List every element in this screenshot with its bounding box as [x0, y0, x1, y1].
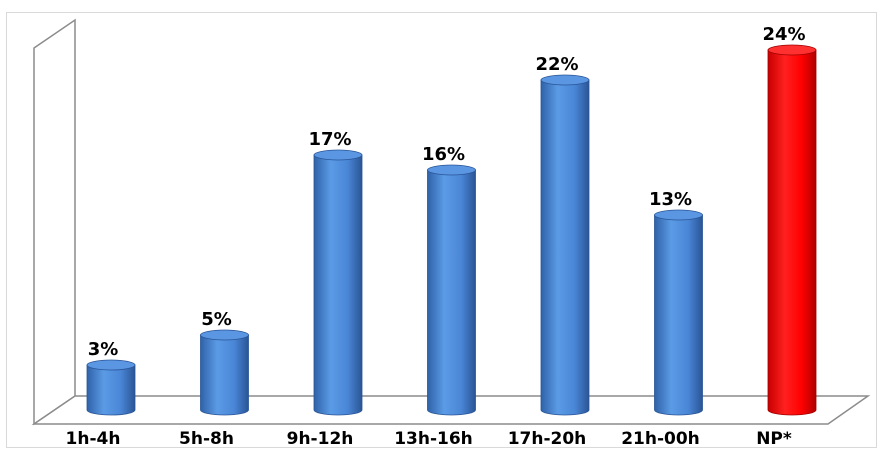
bar-np: [767, 44, 817, 416]
bar-cap: [427, 164, 476, 176]
value-label-13h-16h: 16%: [422, 144, 465, 165]
category-label-21h-00h: 21h-00h: [621, 429, 700, 449]
value-label-21h-00h: 13%: [649, 189, 692, 210]
category-label-13h-16h: 13h-16h: [394, 429, 473, 449]
category-label-9h-12h: 9h-12h: [287, 429, 354, 449]
bar-body: [86, 364, 136, 416]
bar-body: [654, 214, 703, 416]
bar-cap: [86, 359, 136, 371]
bar-body: [540, 79, 590, 416]
category-label-np: NP*: [756, 429, 792, 449]
value-labels-group: 3% 5% 17% 16% 22% 13% 24%: [88, 24, 806, 360]
value-label-17h-20h: 22%: [535, 54, 578, 75]
category-label-5h-8h: 5h-8h: [179, 429, 234, 449]
bar-17h-20h: [540, 74, 590, 416]
bar-body: [313, 154, 363, 416]
bar-body: [427, 169, 476, 416]
bar-1h-4h: [86, 359, 136, 416]
value-label-9h-12h: 17%: [308, 129, 351, 150]
category-label-1h-4h: 1h-4h: [66, 429, 121, 449]
category-label-17h-20h: 17h-20h: [508, 429, 587, 449]
value-label-5h-8h: 5%: [201, 309, 232, 330]
bar-cap: [540, 74, 590, 86]
category-labels-group: 1h-4h 5h-8h 9h-12h 13h-16h 17h-20h 21h-00h NP*: [66, 429, 792, 449]
bar-cap: [313, 149, 363, 161]
value-label-1h-4h: 3%: [88, 339, 119, 360]
bar-body: [200, 334, 249, 416]
bars-group: [86, 44, 817, 416]
bar-cap: [767, 44, 817, 56]
bar-9h-12h: [313, 149, 363, 416]
bar-13h-16h: [427, 164, 476, 416]
bar-21h-00h: [654, 209, 703, 416]
bar-body: [767, 49, 817, 416]
bar-cap: [654, 209, 703, 221]
bar-5h-8h: [200, 329, 249, 416]
bar-cap: [200, 329, 249, 341]
value-label-np: 24%: [762, 24, 805, 45]
